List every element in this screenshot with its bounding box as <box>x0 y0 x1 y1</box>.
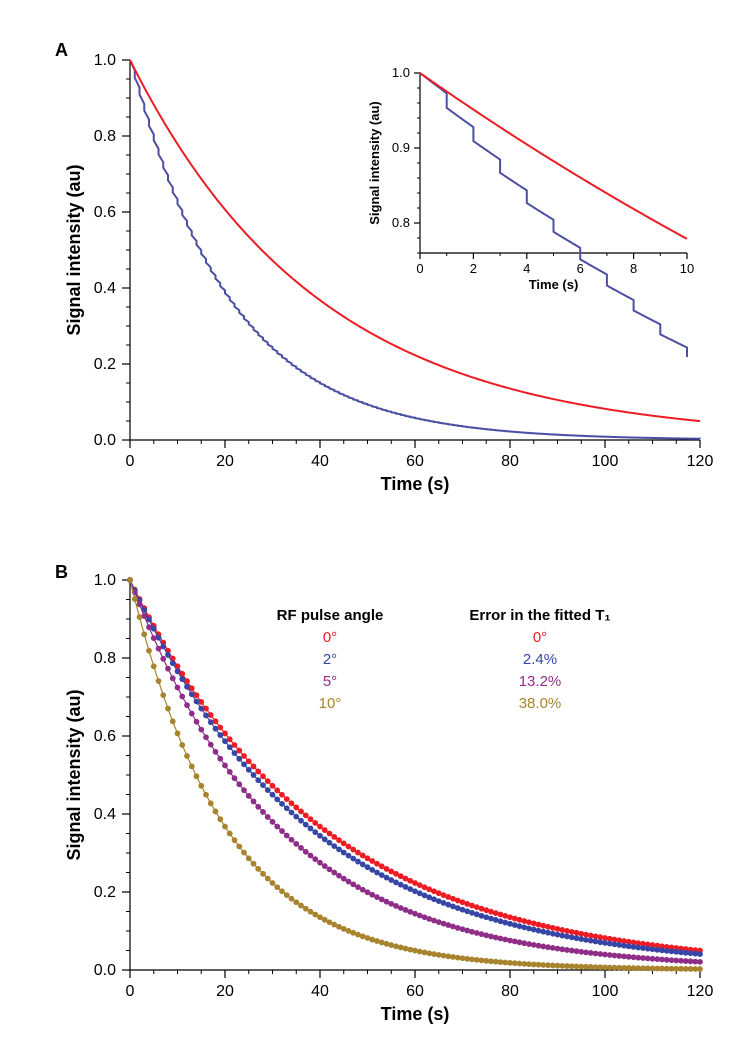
svg-text:0: 0 <box>126 453 135 470</box>
svg-text:0°: 0° <box>533 629 547 646</box>
svg-text:1.0: 1.0 <box>392 65 410 80</box>
svg-text:0.8: 0.8 <box>94 650 116 667</box>
svg-text:0.0: 0.0 <box>94 962 116 979</box>
svg-text:1.0: 1.0 <box>94 52 116 69</box>
svg-text:38.0%: 38.0% <box>519 695 562 712</box>
svg-text:60: 60 <box>406 453 424 470</box>
svg-text:Time (s): Time (s) <box>381 474 450 494</box>
chart-a: 0204060801001200.00.20.40.60.81.0Time (s… <box>60 40 720 500</box>
svg-text:0: 0 <box>416 261 423 276</box>
svg-text:2°: 2° <box>323 651 337 668</box>
svg-text:0.2: 0.2 <box>94 356 116 373</box>
svg-text:Time (s): Time (s) <box>529 277 579 292</box>
svg-text:10: 10 <box>680 261 694 276</box>
svg-text:0°: 0° <box>323 629 337 646</box>
svg-text:0.4: 0.4 <box>94 280 116 297</box>
svg-text:10°: 10° <box>319 695 342 712</box>
svg-text:120: 120 <box>687 983 714 1000</box>
svg-text:Error in the fitted T₁: Error in the fitted T₁ <box>469 607 610 624</box>
svg-text:1.0: 1.0 <box>94 572 116 589</box>
svg-text:0.8: 0.8 <box>392 215 410 230</box>
svg-text:80: 80 <box>501 983 519 1000</box>
svg-text:20: 20 <box>216 983 234 1000</box>
svg-text:8: 8 <box>630 261 637 276</box>
svg-text:100: 100 <box>592 983 619 1000</box>
svg-text:2.4%: 2.4% <box>523 651 557 668</box>
svg-text:5°: 5° <box>323 673 337 690</box>
svg-text:100: 100 <box>592 453 619 470</box>
svg-text:0.9: 0.9 <box>392 140 410 155</box>
svg-text:0.6: 0.6 <box>94 728 116 745</box>
svg-text:6: 6 <box>577 261 584 276</box>
svg-text:0: 0 <box>126 983 135 1000</box>
svg-text:40: 40 <box>311 453 329 470</box>
svg-text:0.2: 0.2 <box>94 884 116 901</box>
svg-text:0.0: 0.0 <box>94 432 116 449</box>
svg-text:Signal intensity (au): Signal intensity (au) <box>367 101 382 225</box>
svg-text:2: 2 <box>470 261 477 276</box>
svg-text:80: 80 <box>501 453 519 470</box>
svg-text:4: 4 <box>523 261 530 276</box>
svg-text:40: 40 <box>311 983 329 1000</box>
svg-text:0.4: 0.4 <box>94 806 116 823</box>
svg-text:0.6: 0.6 <box>94 204 116 221</box>
svg-text:Time (s): Time (s) <box>381 1004 450 1024</box>
svg-text:13.2%: 13.2% <box>519 673 562 690</box>
legend: RF pulse angle Error in the fitted T₁ 0° 0°… <box>277 607 611 712</box>
page: A 0204060801001200.00.20.40.60.81.0Time … <box>0 0 752 1052</box>
svg-text:60: 60 <box>406 983 424 1000</box>
svg-text:0.8: 0.8 <box>94 128 116 145</box>
svg-text:Signal intensity (au): Signal intensity (au) <box>64 164 84 335</box>
svg-text:Signal intensity (au): Signal intensity (au) <box>64 689 84 860</box>
svg-text:RF pulse angle: RF pulse angle <box>277 607 384 624</box>
svg-text:20: 20 <box>216 453 234 470</box>
chart-b: 0 20 40 60 80 100 120 0.0 0.2 0.4 0.6 0.8 1.0 Time (s… <box>60 560 720 1030</box>
svg-text:120: 120 <box>687 453 714 470</box>
